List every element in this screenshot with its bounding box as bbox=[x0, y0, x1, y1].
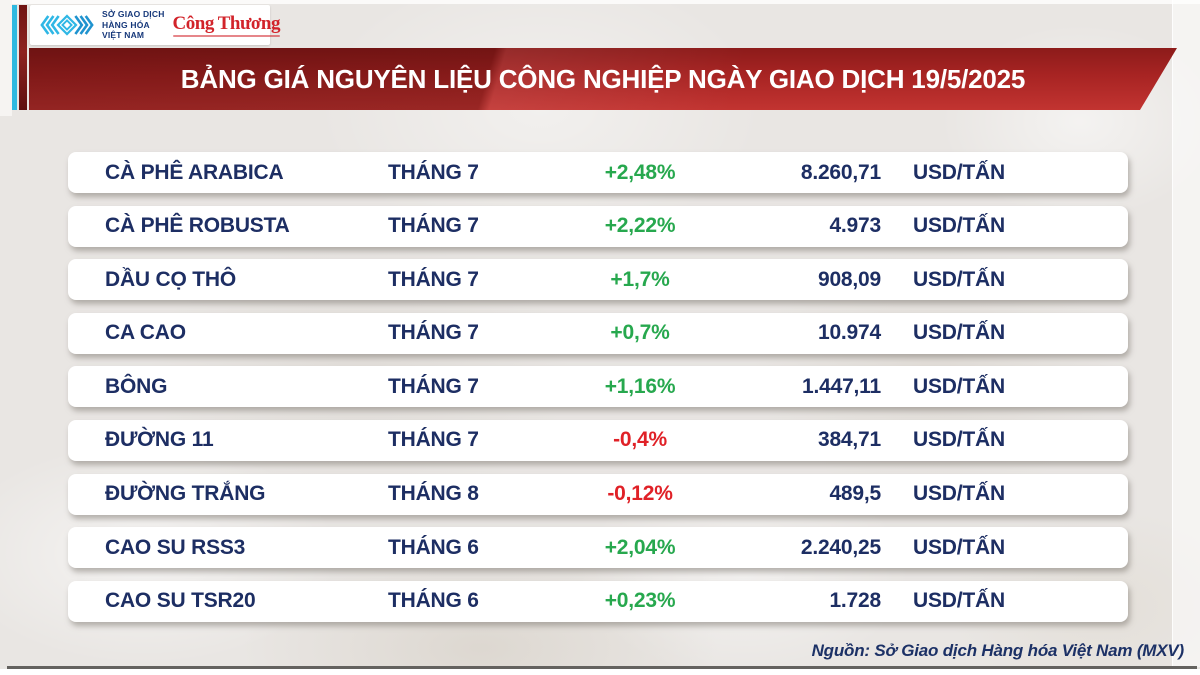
contract-month: THÁNG 8 bbox=[388, 482, 479, 506]
mxv-logo-line2: HÀNG HÓA bbox=[102, 19, 150, 30]
change-percent: +2,22% bbox=[604, 214, 676, 238]
change-percent: +2,04% bbox=[604, 535, 676, 559]
accent-bar-maroon bbox=[19, 5, 27, 110]
source-note: Nguồn: Sở Giao dịch Hàng hóa Việt Nam (M… bbox=[811, 641, 1185, 660]
table-row: ĐƯỜNG 11 THÁNG 7 -0,4% 384,71 USD/TẤN bbox=[68, 419, 1128, 461]
change-percent: +0,7% bbox=[610, 321, 670, 345]
price-value: 8.260,71 bbox=[800, 160, 881, 184]
table-row: CÀ PHÊ ROBUSTA THÁNG 7 +2,22% 4.973 USD/… bbox=[68, 205, 1128, 247]
commodity-name: CÀ PHÊ ROBUSTA bbox=[105, 214, 290, 238]
congthuong-tagline-bar bbox=[172, 34, 280, 37]
title-banner: BẢNG GIÁ NGUYÊN LIỆU CÔNG NGHIỆP NGÀY GI… bbox=[29, 48, 1177, 110]
mxv-logo-line1: SỞ GIAO DỊCH bbox=[102, 9, 165, 20]
price-value: 2.240,25 bbox=[800, 535, 881, 559]
commodity-name: DẦU CỌ THÔ bbox=[105, 267, 236, 291]
contract-month: THÁNG 7 bbox=[388, 321, 479, 345]
change-percent: +2,48% bbox=[604, 160, 676, 184]
contract-month: THÁNG 6 bbox=[388, 535, 479, 559]
price-unit: USD/TẤN bbox=[913, 160, 1005, 184]
commodity-name: CÀ PHÊ ARABICA bbox=[105, 160, 284, 184]
price-value: 10.974 bbox=[817, 321, 881, 345]
price-value: 1.728 bbox=[829, 589, 881, 613]
contract-month: THÁNG 7 bbox=[388, 214, 479, 238]
change-percent: +1,7% bbox=[610, 267, 670, 291]
price-unit: USD/TẤN bbox=[913, 321, 1005, 345]
price-unit: USD/TẤN bbox=[913, 374, 1005, 398]
price-value: 489,5 bbox=[829, 482, 881, 506]
price-unit: USD/TẤN bbox=[913, 535, 1005, 559]
bottom-edge-strip bbox=[0, 669, 1200, 675]
price-unit: USD/TẤN bbox=[913, 482, 1005, 506]
commodity-name: CA CAO bbox=[105, 321, 186, 345]
change-percent: +0,23% bbox=[604, 589, 676, 613]
congthuong-logo: Công Thương bbox=[172, 12, 281, 37]
commodity-name: ĐƯỜNG TRẮNG bbox=[105, 482, 266, 506]
contract-month: THÁNG 7 bbox=[388, 160, 479, 184]
right-edge-band bbox=[1172, 0, 1200, 667]
price-unit: USD/TẤN bbox=[913, 214, 1005, 238]
change-percent: +1,16% bbox=[604, 374, 676, 398]
table-row: CA CAO THÁNG 7 +0,7% 10.974 USD/TẤN bbox=[68, 312, 1128, 354]
price-table: CÀ PHÊ ARABICA THÁNG 7 +2,48% 8.260,71 U… bbox=[68, 152, 1128, 622]
page-title: BẢNG GIÁ NGUYÊN LIỆU CÔNG NGHIỆP NGÀY GI… bbox=[180, 64, 1026, 94]
contract-month: THÁNG 7 bbox=[388, 374, 479, 398]
left-edge-strip bbox=[0, 0, 12, 116]
price-unit: USD/TẤN bbox=[913, 267, 1005, 291]
price-value: 908,09 bbox=[817, 267, 881, 291]
commodity-name: ĐƯỜNG 11 bbox=[105, 428, 214, 452]
change-percent: -0,4% bbox=[613, 428, 667, 452]
mxv-logo-icon bbox=[40, 14, 94, 36]
change-percent: -0,12% bbox=[607, 482, 673, 506]
commodity-name: CAO SU TSR20 bbox=[105, 589, 256, 613]
top-edge-strip bbox=[0, 0, 1200, 4]
contract-month: THÁNG 7 bbox=[388, 267, 479, 291]
table-row: CAO SU TSR20 THÁNG 6 +0,23% 1.728 USD/TẤ… bbox=[68, 580, 1128, 622]
table-row: BÔNG THÁNG 7 +1,16% 1.447,11 USD/TẤN bbox=[68, 366, 1128, 408]
table-row: ĐƯỜNG TRẮNG THÁNG 8 -0,12% 489,5 USD/TẤN bbox=[68, 473, 1128, 515]
commodity-name: CAO SU RSS3 bbox=[105, 535, 246, 559]
contract-month: THÁNG 6 bbox=[388, 589, 479, 613]
bottom-divider-line bbox=[7, 666, 1197, 669]
table-row: CÀ PHÊ ARABICA THÁNG 7 +2,48% 8.260,71 U… bbox=[68, 152, 1128, 193]
commodity-name: BÔNG bbox=[105, 374, 168, 398]
price-unit: USD/TẤN bbox=[913, 428, 1005, 452]
accent-bar-cyan bbox=[12, 5, 17, 110]
contract-month: THÁNG 7 bbox=[388, 428, 479, 452]
logo-card: SỞ GIAO DỊCH HÀNG HÓA VIỆT NAM Công Thươ… bbox=[30, 5, 280, 45]
congthuong-logo-text: Công Thương bbox=[172, 12, 281, 34]
price-value: 1.447,11 bbox=[802, 374, 881, 398]
mxv-logo-text: SỞ GIAO DỊCH HÀNG HÓA VIỆT NAM bbox=[102, 9, 165, 40]
table-row: CAO SU RSS3 THÁNG 6 +2,04% 2.240,25 USD/… bbox=[68, 527, 1128, 569]
price-value: 384,71 bbox=[817, 428, 881, 452]
price-value: 4.973 bbox=[829, 214, 881, 238]
table-row: DẦU CỌ THÔ THÁNG 7 +1,7% 908,09 USD/TẤN bbox=[68, 259, 1128, 301]
price-unit: USD/TẤN bbox=[913, 589, 1005, 613]
mxv-logo-line3: VIỆT NAM bbox=[102, 30, 145, 41]
